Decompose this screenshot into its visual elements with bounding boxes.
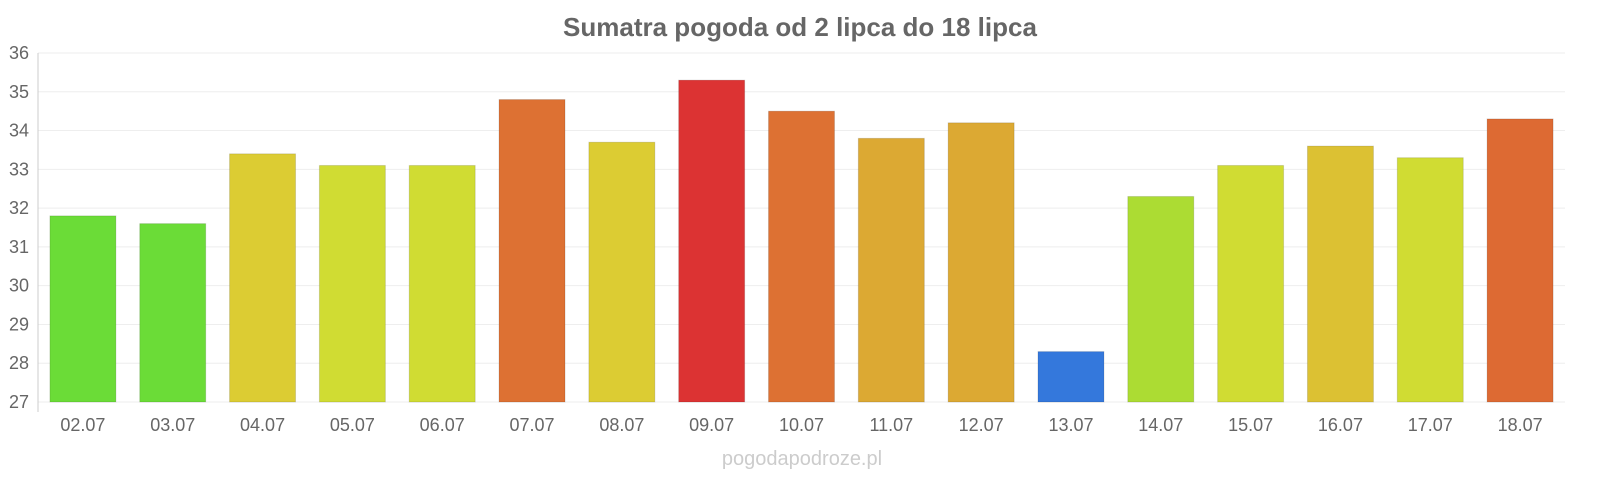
bar-13.07 [1037,351,1105,403]
x-tick-label: 06.07 [420,415,465,435]
bar-04.07 [229,153,297,403]
bar-16.07 [1306,145,1374,403]
bar-02.07 [49,215,117,403]
chart-title: Sumatra pogoda od 2 lipca do 18 lipca [563,12,1037,42]
x-axis-ticks: 02.07 03.07 04.07 05.07 06.07 07.07 08.07 09.07… [60,415,1542,435]
x-tick-label: 16.07 [1318,415,1363,435]
x-tick-label: 14.07 [1138,415,1183,435]
x-tick-label: 07.07 [510,415,555,435]
bar-10.07 [768,110,835,403]
bar-14.07 [1127,195,1195,403]
y-tick-label: 30 [9,276,29,296]
x-tick-label: 03.07 [150,415,195,435]
bar-18.07 [1486,118,1554,403]
x-tick-label: 08.07 [599,415,644,435]
x-tick-label: 18.07 [1498,415,1543,435]
y-tick-label: 31 [9,237,29,257]
y-tick-label: 33 [9,159,29,179]
y-tick-label: 36 [9,43,29,63]
x-tick-label: 09.07 [689,415,734,435]
x-tick-label: 10.07 [779,415,824,435]
bar-08.07 [588,141,656,403]
bar-09.07 [678,79,746,403]
x-tick-label: 15.07 [1228,415,1273,435]
bar-11.07 [857,137,925,403]
bars [49,79,1554,403]
bar-05.07 [318,164,386,403]
y-tick-label: 27 [9,392,29,412]
footer-watermark: pogodapodroze.pl [722,448,882,470]
x-tick-label: 02.07 [60,415,105,435]
y-axis-ticks: 27 28 29 30 31 32 33 34 35 36 [9,43,29,412]
x-tick-label: 12.07 [959,415,1004,435]
y-tick-label: 32 [9,198,29,218]
x-tick-label: 05.07 [330,415,375,435]
bar-07.07 [498,99,566,403]
x-tick-label: 17.07 [1408,415,1453,435]
y-tick-label: 29 [9,314,29,334]
bar-03.07 [139,223,207,403]
x-tick-label: 04.07 [240,415,285,435]
y-tick-label: 35 [9,82,29,102]
y-tick-label: 28 [9,353,29,373]
x-tick-label: 11.07 [869,415,913,435]
bar-12.07 [947,122,1015,403]
bar-15.07 [1217,164,1285,403]
y-tick-label: 34 [9,121,29,141]
bar-06.07 [408,164,476,403]
x-tick-label: 13.07 [1048,415,1093,435]
bar-17.07 [1396,157,1464,403]
